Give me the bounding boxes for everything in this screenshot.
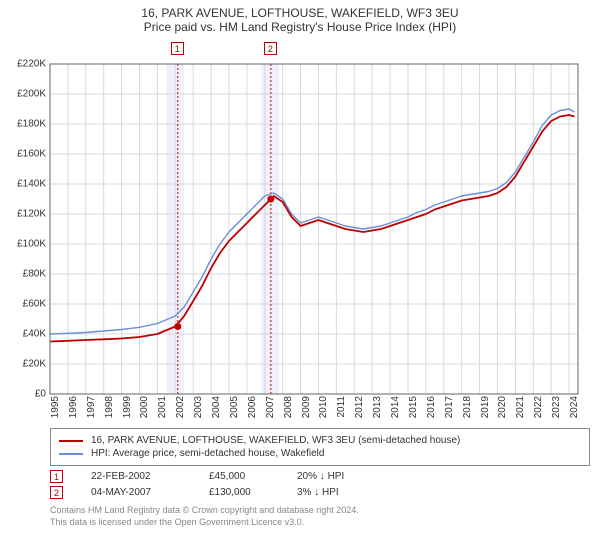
y-tick-label: £0	[35, 389, 46, 400]
x-tick-label: 2023	[551, 396, 562, 418]
shaded-band	[261, 64, 279, 394]
x-tick-label: 2008	[283, 396, 294, 418]
marker-date: 04-MAY-2007	[91, 487, 181, 498]
sale-point-marker	[174, 323, 181, 330]
marker-hpi: 3% ↓ HPI	[297, 487, 387, 498]
x-tick-label: 2010	[318, 396, 329, 418]
x-tick-label: 2007	[265, 396, 276, 418]
legend-label: 16, PARK AVENUE, LOFTHOUSE, WAKEFIELD, W…	[91, 435, 460, 446]
x-tick-label: 1995	[50, 396, 61, 418]
marker-number-box: 1	[50, 470, 63, 483]
chart-subtitle: Price paid vs. HM Land Registry's House …	[0, 20, 600, 38]
y-tick-label: £180K	[17, 119, 46, 130]
x-tick-label: 2005	[229, 396, 240, 418]
y-tick-label: £120K	[17, 209, 46, 220]
footnote: Contains HM Land Registry data © Crown c…	[50, 505, 590, 528]
marker-price: £45,000	[209, 471, 269, 482]
x-tick-label: 2014	[390, 396, 401, 418]
x-tick-label: 2015	[408, 396, 419, 418]
y-tick-label: £60K	[23, 299, 46, 310]
x-tick-label: 2020	[497, 396, 508, 418]
y-tick-label: £200K	[17, 89, 46, 100]
marker-price: £130,000	[209, 487, 269, 498]
markers-table: 1 22-FEB-2002 £45,000 20% ↓ HPI 2 04-MAY-2007…	[50, 470, 590, 499]
x-tick-label: 2022	[533, 396, 544, 418]
chart-svg	[50, 64, 578, 394]
x-tick-label: 1998	[104, 396, 115, 418]
legend-label: HPI: Average price, semi-detached house,…	[91, 448, 324, 459]
marker-date: 22-FEB-2002	[91, 471, 181, 482]
x-tick-label: 2024	[569, 396, 580, 418]
x-tick-label: 1996	[68, 396, 79, 418]
x-tick-label: 2021	[515, 396, 526, 418]
x-tick-label: 2016	[426, 396, 437, 418]
x-tick-label: 2018	[462, 396, 473, 418]
x-tick-label: 2019	[480, 396, 491, 418]
sale-point-marker	[267, 196, 274, 203]
x-tick-label: 1999	[122, 396, 133, 418]
x-tick-label: 2011	[336, 396, 347, 418]
legend-item: HPI: Average price, semi-detached house,…	[59, 448, 581, 459]
x-tick-label: 2003	[193, 396, 204, 418]
x-tick-label: 2017	[444, 396, 455, 418]
y-tick-label: £140K	[17, 179, 46, 190]
legend-item: 16, PARK AVENUE, LOFTHOUSE, WAKEFIELD, W…	[59, 435, 581, 446]
legend-swatch	[59, 453, 83, 455]
marker-row: 2 04-MAY-2007 £130,000 3% ↓ HPI	[50, 486, 590, 499]
y-tick-label: £20K	[23, 359, 46, 370]
x-tick-label: 2006	[247, 396, 258, 418]
x-tick-label: 2012	[354, 396, 365, 418]
marker-hpi: 20% ↓ HPI	[297, 471, 387, 482]
x-tick-label: 2009	[301, 396, 312, 418]
event-callout: 1	[171, 42, 184, 55]
x-tick-label: 2013	[372, 396, 383, 418]
x-tick-label: 2004	[211, 396, 222, 418]
event-callout: 2	[264, 42, 277, 55]
legend: 16, PARK AVENUE, LOFTHOUSE, WAKEFIELD, W…	[50, 428, 590, 466]
chart-container: 16, PARK AVENUE, LOFTHOUSE, WAKEFIELD, W…	[0, 0, 600, 560]
marker-row: 1 22-FEB-2002 £45,000 20% ↓ HPI	[50, 470, 590, 483]
x-tick-label: 1997	[86, 396, 97, 418]
marker-number-box: 2	[50, 486, 63, 499]
y-tick-label: £80K	[23, 269, 46, 280]
chart-title: 16, PARK AVENUE, LOFTHOUSE, WAKEFIELD, W…	[0, 0, 600, 20]
footnote-line: This data is licensed under the Open Gov…	[50, 517, 590, 529]
x-tick-label: 2001	[157, 396, 168, 418]
chart-plot-area: £0£20K£40K£60K£80K£100K£120K£140K£160K£1…	[50, 64, 578, 394]
y-tick-label: £220K	[17, 59, 46, 70]
legend-swatch	[59, 440, 83, 442]
y-tick-label: £100K	[17, 239, 46, 250]
x-tick-label: 2002	[175, 396, 186, 418]
y-tick-label: £40K	[23, 329, 46, 340]
footnote-line: Contains HM Land Registry data © Crown c…	[50, 505, 590, 517]
x-tick-label: 2000	[139, 396, 150, 418]
y-tick-label: £160K	[17, 149, 46, 160]
